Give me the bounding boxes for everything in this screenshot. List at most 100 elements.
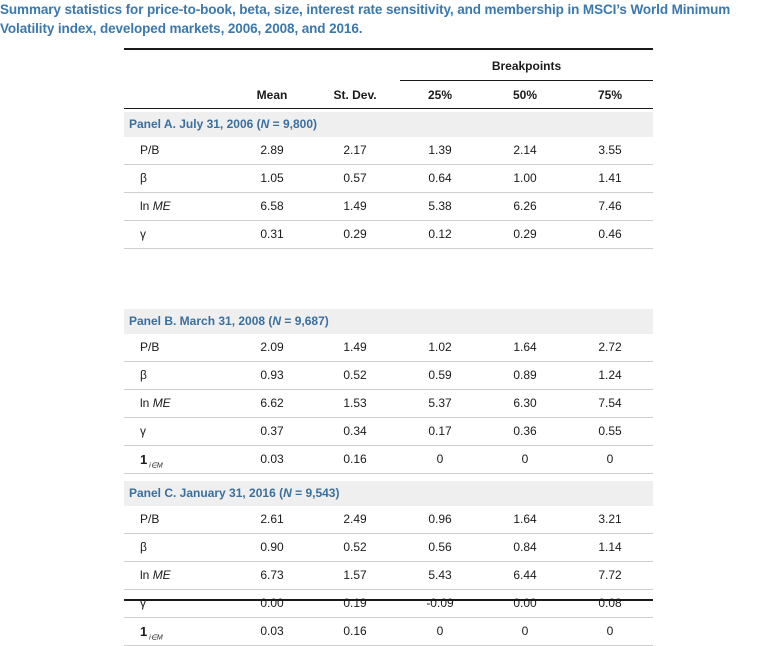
table-cell: 0.03: [260, 452, 284, 466]
table-cell: 0.84: [513, 540, 537, 554]
table-cell: 0.46: [598, 227, 622, 241]
table-cell: 1.24: [598, 368, 622, 382]
row-label: P/B: [140, 143, 160, 157]
table-cell: 1.41: [598, 171, 622, 185]
header-rule: [124, 108, 653, 109]
table-row-pb: P/B 2.61 2.49 0.96 1.64 3.21: [124, 506, 653, 534]
table-cell: 0: [436, 452, 444, 466]
panel-title-text: Panel C. January 31, 2016 (: [129, 486, 284, 500]
panel-n-variable: N: [272, 314, 282, 328]
column-header-p25: 25%: [427, 88, 453, 102]
row-label: 1 i∈M: [140, 624, 163, 642]
row-label: ln ME: [140, 199, 171, 213]
panel-c-title: Panel C. January 31, 2016 (N = 9,543): [124, 481, 653, 506]
panel-n-value: = 9,543): [291, 486, 340, 500]
table-cell: 0.52: [343, 368, 367, 382]
table-cell: 1.49: [343, 199, 367, 213]
table-cell: 0.16: [343, 624, 367, 638]
row-label: ln ME: [140, 396, 171, 410]
table-row-beta: β 0.90 0.52 0.56 0.84 1.14: [124, 534, 653, 562]
panel-n-value: = 9,687): [281, 314, 329, 328]
table-cell: 0.37: [260, 424, 284, 438]
table-cell: 3.55: [598, 143, 622, 157]
table-cell: 0.57: [343, 171, 367, 185]
table-row-gamma: γ 0.00 0.19 -0.09 0.00 0.08: [124, 590, 653, 618]
table-cell: 0: [436, 624, 444, 638]
table-cell: 0.34: [343, 424, 367, 438]
breakpoints-group-header: Breakpoints: [491, 59, 562, 73]
row-label: β: [140, 171, 147, 185]
table-cell: 6.26: [513, 199, 537, 213]
table-cell: 1.05: [260, 171, 284, 185]
row-label: γ: [140, 596, 146, 610]
table-cell: 0.29: [343, 227, 367, 241]
table-cell: 2.14: [513, 143, 537, 157]
table-cell: 0.03: [260, 624, 284, 638]
column-header-p50: 50%: [512, 88, 538, 102]
table-cell: 0.59: [428, 368, 452, 382]
table-cell: 7.72: [598, 568, 622, 582]
row-label: β: [140, 368, 147, 382]
table-row-gamma: γ 0.31 0.29 0.12 0.29 0.46: [124, 221, 653, 249]
row-label: ln ME: [140, 568, 171, 582]
table-cell: 0: [606, 624, 614, 638]
row-label: 1 i∈M: [140, 452, 163, 470]
table-cell: 1.64: [513, 512, 537, 526]
table-cell: 5.37: [428, 396, 452, 410]
table-cell: 0.89: [513, 368, 537, 382]
table-cell: 2.49: [343, 512, 367, 526]
table-cell: 0.36: [513, 424, 537, 438]
table-cell: 1.57: [343, 568, 367, 582]
panel-b-title: Panel B. March 31, 2008 (N = 9,687): [124, 309, 653, 334]
column-header-mean: Mean: [256, 88, 288, 102]
table-row-index-membership: 1 i∈M 0.03 0.16 0 0 0: [124, 446, 653, 474]
row-label: γ: [140, 227, 146, 241]
table-cell: 3.21: [598, 512, 622, 526]
panel-title-text: Panel A. July 31, 2006 (: [129, 117, 261, 131]
table-cell: 2.61: [260, 512, 284, 526]
panel-title-text: Panel B. March 31, 2008 (: [129, 314, 273, 328]
table-cell: 6.44: [513, 568, 537, 582]
table-row-index-membership: 1 i∈M 0.03 0.16 0 0 0: [124, 618, 653, 646]
table-row-ln-me: ln ME 6.62 1.53 5.37 6.30 7.54: [124, 390, 653, 418]
panel-n-variable: N: [283, 486, 292, 500]
table-cell: 0.56: [428, 540, 452, 554]
table-cell: 6.73: [260, 568, 284, 582]
table-cell: 0.90: [260, 540, 284, 554]
table-cell: 6.30: [513, 396, 537, 410]
table-cell: 2.72: [598, 340, 622, 354]
table-cell: 5.38: [428, 199, 452, 213]
table-row-pb: P/B 2.09 1.49 1.02 1.64 2.72: [124, 334, 653, 362]
panel-n-value: = 9,800): [269, 117, 317, 131]
table-cell: 0.16: [343, 452, 367, 466]
table-cell: 0.55: [598, 424, 622, 438]
table-cell: 0.64: [428, 171, 452, 185]
table-cell: 0.96: [428, 512, 452, 526]
table-cell: 0: [521, 624, 529, 638]
table-cell: 7.54: [598, 396, 622, 410]
breakpoints-underline: [400, 80, 653, 81]
table-cell: 1.49: [343, 340, 367, 354]
table-cell: 0: [521, 452, 529, 466]
panel-a-title: Panel A. July 31, 2006 (N = 9,800): [124, 112, 653, 137]
table-cell: 0.17: [428, 424, 452, 438]
table-cell: 5.43: [428, 568, 452, 582]
row-label: β: [140, 540, 147, 554]
table-row-ln-me: ln ME 6.58 1.49 5.38 6.26 7.46: [124, 193, 653, 221]
table-cell: 0.52: [343, 540, 367, 554]
column-header-p75: 75%: [597, 88, 623, 102]
table-cell: 1.00: [513, 171, 537, 185]
panel-n-variable: N: [260, 117, 270, 131]
row-label: γ: [140, 424, 146, 438]
table-cell: 1.02: [428, 340, 452, 354]
table-cell: 2.89: [260, 143, 284, 157]
table-cell: 2.17: [343, 143, 367, 157]
table-cell: 2.09: [260, 340, 284, 354]
table-cell: 0.93: [260, 368, 284, 382]
table-cell: 0.12: [428, 227, 452, 241]
table-top-rule: [124, 48, 653, 50]
table-cell: 1.14: [598, 540, 622, 554]
table-row-beta: β 1.05 0.57 0.64 1.00 1.41: [124, 165, 653, 193]
table-cell: 6.62: [260, 396, 284, 410]
table-cell: 6.58: [260, 199, 284, 213]
